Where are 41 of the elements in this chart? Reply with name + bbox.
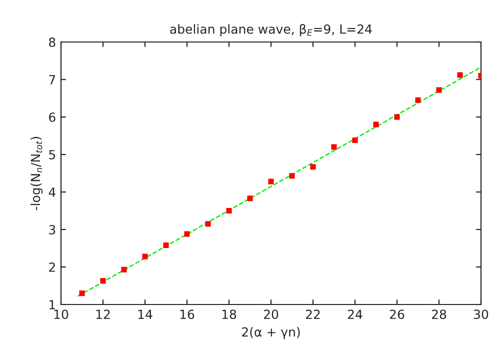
point bbox=[205, 221, 211, 227]
x-tick-label: 10 bbox=[54, 310, 68, 320]
point bbox=[142, 254, 148, 260]
x-tick-label: 20 bbox=[264, 310, 278, 320]
y-tick-label: 7 bbox=[49, 75, 56, 84]
x-tick-label: 28 bbox=[432, 310, 446, 320]
point bbox=[268, 178, 274, 184]
x-tick-label: 12 bbox=[96, 310, 110, 319]
x-tick-label: 16 bbox=[180, 310, 194, 320]
y-tick-label: 1 bbox=[50, 300, 55, 310]
x-tick-label: 24 bbox=[348, 310, 362, 319]
y-axis-title: -log(N$_{n}$/N$_{tot}$) bbox=[30, 136, 43, 210]
point bbox=[352, 137, 358, 144]
x-axis-title: 2(α + γn) bbox=[242, 327, 300, 340]
chart-title: abelian plane wave, β$_{E}$=9, L=24 bbox=[170, 24, 372, 36]
point bbox=[121, 266, 127, 272]
point bbox=[226, 208, 232, 214]
point bbox=[373, 122, 379, 128]
point bbox=[415, 97, 421, 103]
point bbox=[184, 231, 190, 237]
y-tick-label: 4 bbox=[48, 188, 56, 197]
point bbox=[331, 144, 337, 150]
point bbox=[436, 87, 442, 93]
x-tick-label: 30 bbox=[474, 310, 488, 320]
point bbox=[163, 242, 169, 248]
point bbox=[394, 114, 400, 120]
point bbox=[310, 164, 316, 170]
y-tick-label: 5 bbox=[49, 150, 56, 160]
x-tick-label: 26 bbox=[390, 310, 404, 320]
y-tick-label: 3 bbox=[49, 224, 56, 234]
point bbox=[100, 278, 106, 284]
x-tick-label: 18 bbox=[222, 310, 236, 320]
point bbox=[247, 196, 253, 202]
x-tick-label: 22 bbox=[306, 310, 320, 319]
x-tick-label: 14 bbox=[138, 310, 152, 319]
y-tick-label: 6 bbox=[49, 112, 56, 122]
point bbox=[457, 72, 463, 78]
point bbox=[79, 290, 85, 296]
y-tick-label: 8 bbox=[49, 37, 56, 47]
y-tick-label: 2 bbox=[49, 262, 55, 272]
point bbox=[289, 173, 295, 179]
